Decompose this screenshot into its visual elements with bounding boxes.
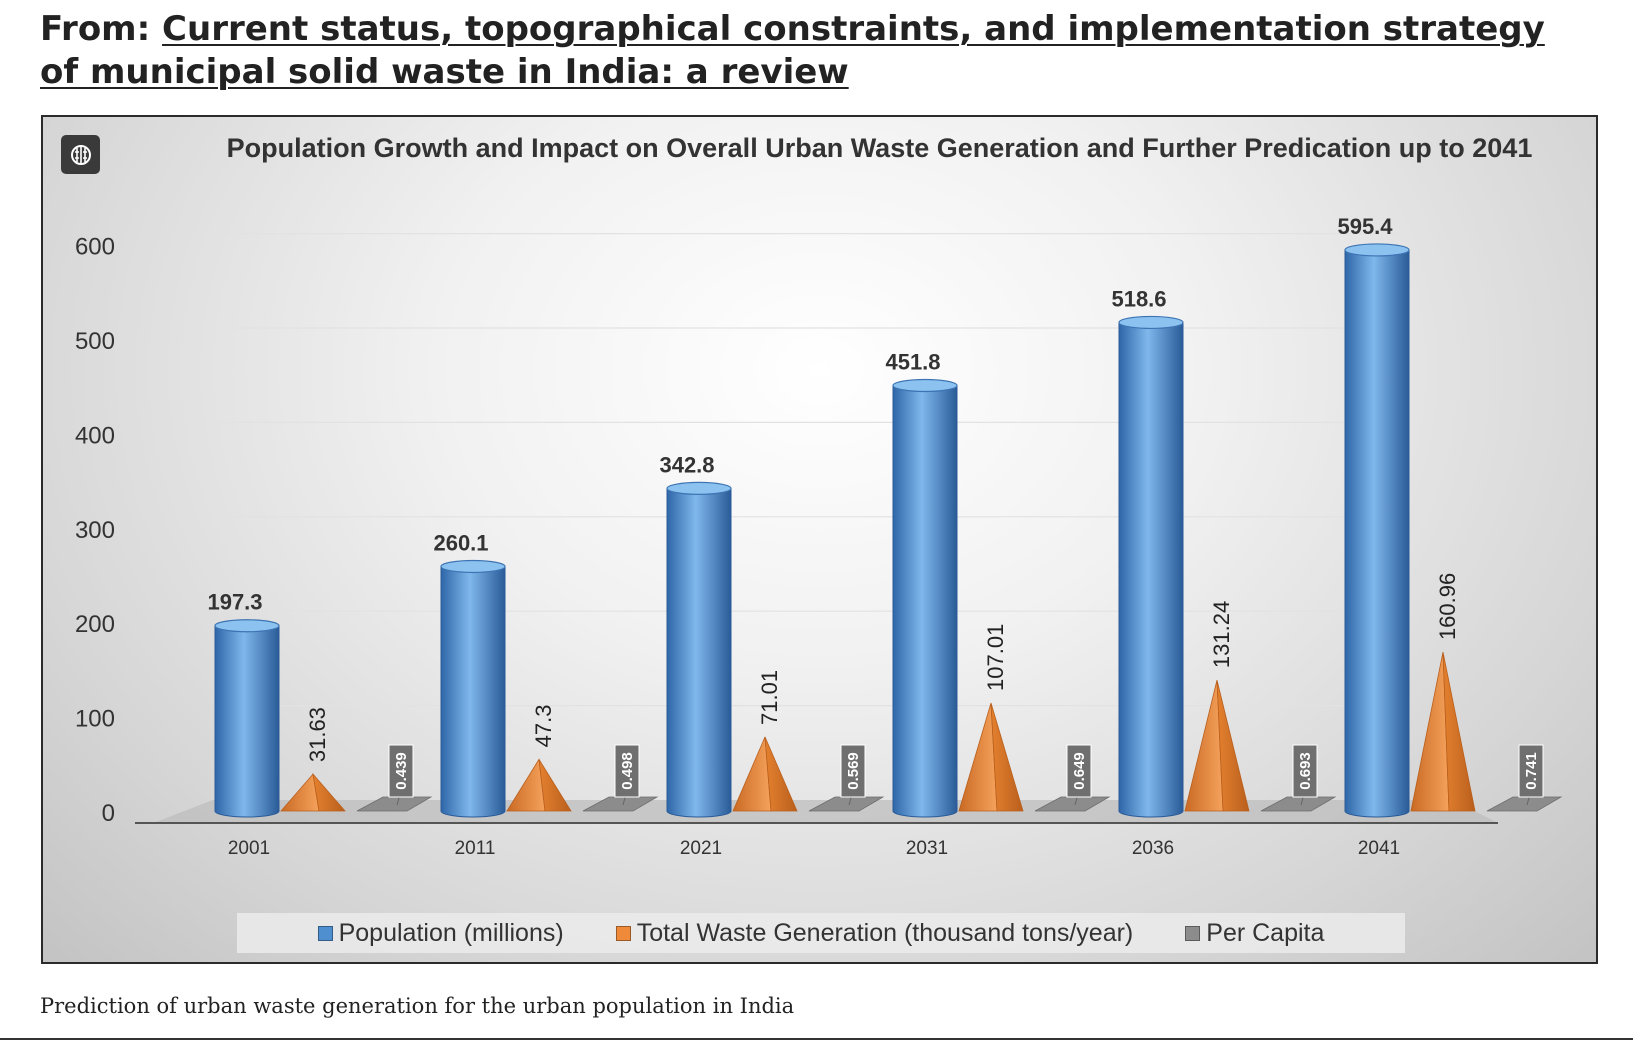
bottom-divider — [0, 1038, 1633, 1040]
per-capita-data-label: 0.693 — [1297, 752, 1314, 790]
header-prefix: From: — [40, 9, 163, 49]
per-capita-bar — [808, 796, 885, 812]
legend-swatch-waste — [615, 925, 631, 941]
per-capita-bar — [1486, 796, 1563, 812]
per-capita-data-label: 0.741 — [1523, 752, 1540, 790]
y-tick-label: 200 — [75, 611, 115, 638]
legend-label-waste: Total Waste Generation (thousand tons/ye… — [636, 918, 1134, 947]
waste-data-label: 71.01 — [757, 670, 782, 725]
per-capita-bar — [582, 796, 659, 812]
waste-pyramid-side — [1216, 680, 1250, 812]
y-tick-label: 500 — [75, 328, 115, 355]
waste-pyramid — [958, 702, 998, 812]
y-tick-label: 0 — [102, 800, 115, 827]
population-bar — [1118, 321, 1184, 818]
population-bar — [214, 625, 280, 818]
per-capita-label-box — [1518, 744, 1544, 798]
legend-item-per-capita: Per Capita — [1185, 919, 1324, 948]
per-capita-label-box — [388, 744, 414, 798]
population-bar — [440, 565, 506, 818]
x-tick-label: 2021 — [680, 838, 722, 859]
y-tick-label: 600 — [75, 234, 115, 261]
per-capita-label-box — [614, 744, 640, 798]
legend-label-population: Population (millions) — [338, 918, 564, 947]
population-data-label: 197.3 — [207, 590, 262, 615]
chart-legend: Population (millions) Total Waste Genera… — [237, 913, 1405, 953]
waste-pyramid — [1410, 651, 1450, 812]
population-data-label: 595.4 — [1337, 214, 1393, 239]
population-bar-top — [666, 481, 732, 495]
per-capita-data-label: 0.569 — [845, 752, 862, 790]
chart-canvas: 0 100 200 300 400 500 600 197.3 31.63 0.439 260.1… — [75, 214, 1563, 859]
population-bar-top — [440, 559, 506, 574]
page-header: From: Current status, topographical cons… — [40, 8, 1580, 94]
population-bar-top — [1118, 315, 1184, 330]
x-tick-label: 2011 — [455, 838, 496, 859]
figure-frame: Population Growth and Impact on Overall … — [41, 115, 1598, 964]
legend-swatch-population — [317, 925, 333, 941]
per-capita-data-label: 0.649 — [1071, 752, 1088, 790]
waste-data-label: 131.24 — [1209, 601, 1234, 668]
population-data-label: 342.8 — [659, 452, 714, 477]
per-capita-data-label: 0.498 — [619, 752, 636, 790]
waste-pyramid — [506, 758, 546, 812]
waste-data-label: 31.63 — [305, 707, 330, 762]
waste-pyramid-side — [538, 759, 572, 812]
brain-icon-glyph — [70, 144, 91, 165]
waste-data-label: 107.01 — [983, 624, 1008, 691]
per-capita-bar — [1260, 796, 1337, 812]
per-capita-bar — [356, 796, 433, 812]
waste-pyramid — [280, 773, 320, 812]
population-data-label: 260.1 — [433, 530, 488, 555]
x-tick-label: 2001 — [228, 838, 270, 859]
brain-icon[interactable] — [61, 135, 100, 174]
waste-pyramid-side — [312, 772, 346, 812]
population-bar — [1344, 249, 1410, 818]
per-capita-label-box — [1292, 744, 1318, 798]
waste-pyramid — [1184, 680, 1224, 812]
x-tick-label: 2036 — [1132, 838, 1174, 859]
population-bar — [666, 487, 732, 818]
y-tick-label: 300 — [75, 517, 115, 544]
per-capita-label-box — [1066, 744, 1092, 798]
legend-item-waste: Total Waste Generation (thousand tons/ye… — [615, 918, 1134, 948]
per-capita-data-label: 0.439 — [393, 752, 410, 790]
legend-swatch-per-capita — [1185, 925, 1201, 941]
y-tick-label: 400 — [75, 422, 115, 449]
waste-pyramid — [732, 736, 772, 812]
per-capita-bar — [1034, 796, 1111, 812]
population-bar-top — [892, 378, 958, 393]
waste-data-label: 160.96 — [1435, 573, 1460, 640]
population-bar-top — [214, 619, 280, 633]
legend-label-per-capita: Per Capita — [1206, 918, 1325, 947]
waste-pyramid-side — [764, 736, 798, 812]
population-bar — [892, 385, 958, 818]
chart-title: Population Growth and Impact on Overall … — [226, 133, 1533, 163]
population-data-label: 451.8 — [885, 350, 940, 375]
x-tick-label: 2041 — [1358, 838, 1400, 859]
legend-item-population: Population (millions) — [317, 918, 564, 948]
waste-pyramid-side — [990, 702, 1024, 812]
waste-pyramid-side — [1442, 651, 1476, 812]
population-data-label: 518.6 — [1111, 286, 1166, 311]
figure-caption: Prediction of urban waste generation for… — [40, 994, 795, 1018]
x-tick-label: 2031 — [906, 838, 948, 859]
waste-data-label: 47.3 — [531, 705, 556, 748]
article-title-link[interactable]: Current status, topographical constraint… — [40, 9, 1545, 92]
y-tick-label: 100 — [75, 706, 115, 733]
population-bar-top — [1344, 243, 1410, 257]
per-capita-label-box — [840, 744, 866, 798]
